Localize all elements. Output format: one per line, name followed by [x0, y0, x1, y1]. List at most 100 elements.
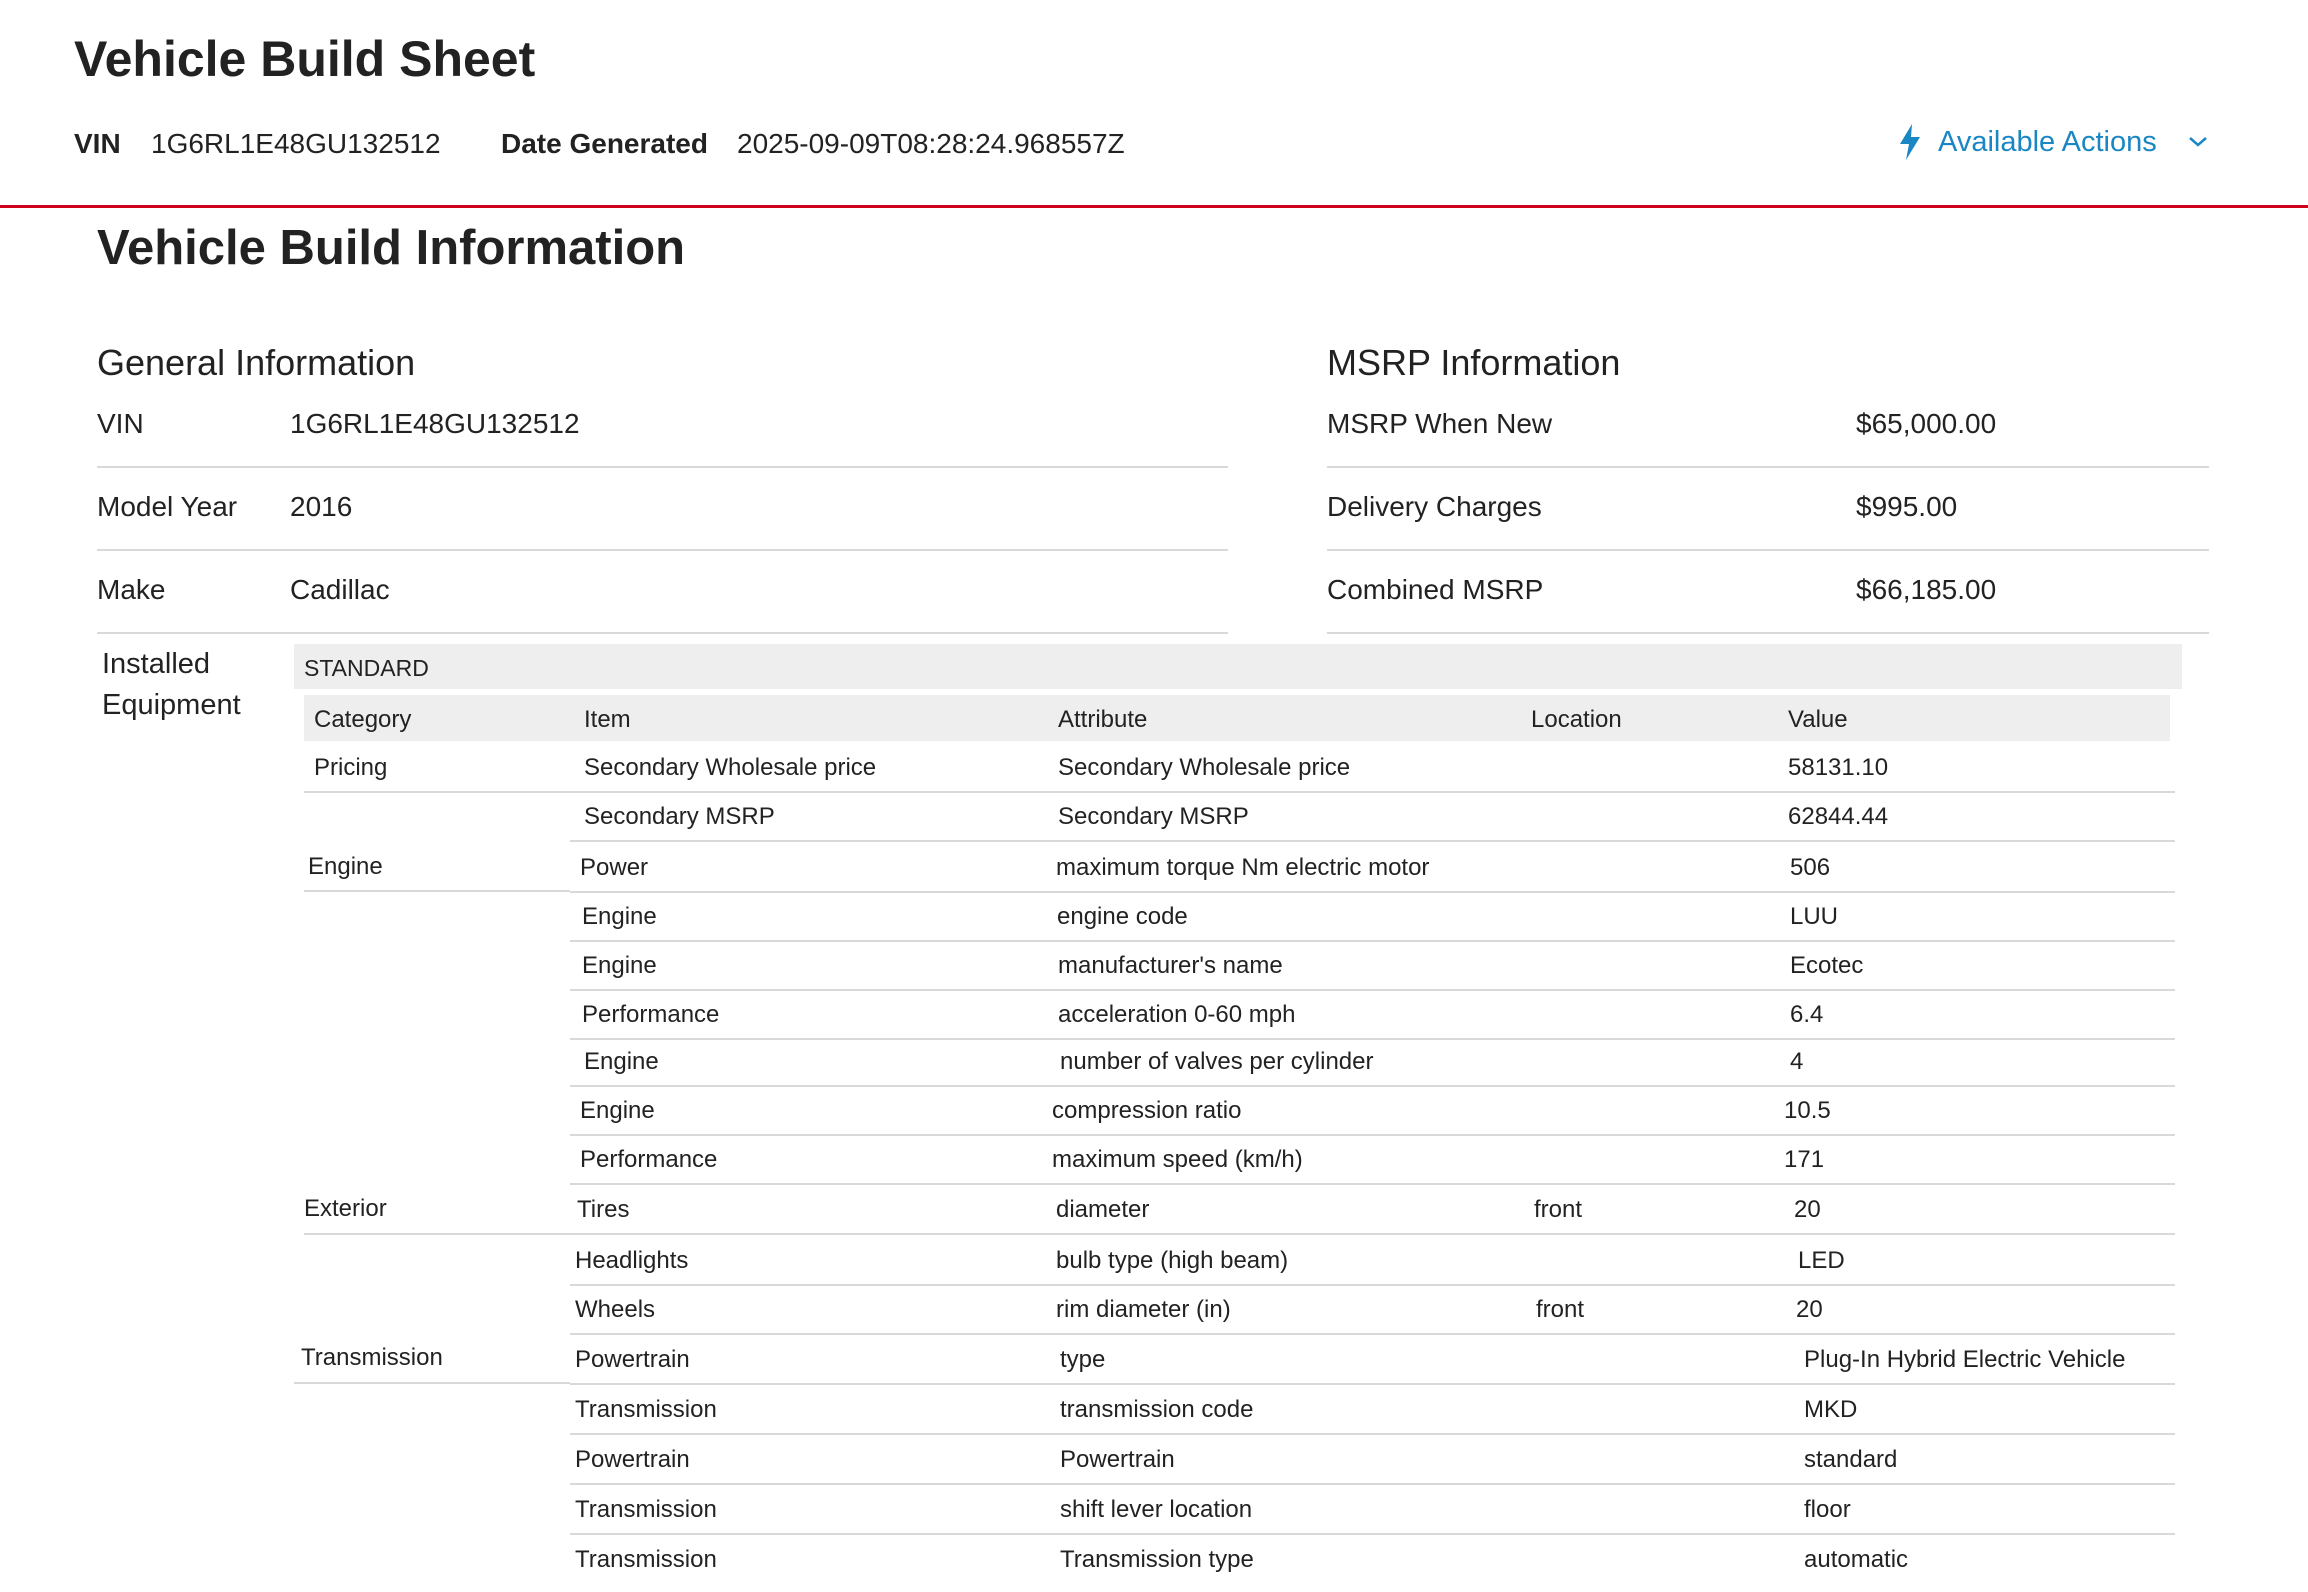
vin-label: VIN	[74, 128, 121, 159]
value-cell: 10.5	[1784, 1097, 1831, 1124]
table-row: Engine manufacturer's name Ecotec	[570, 940, 2175, 991]
msrp-label: Delivery Charges	[1327, 491, 1542, 522]
table-row: Powertrain type Plug-In Hybrid Electric …	[570, 1334, 2175, 1385]
value-cell: floor	[1804, 1496, 1851, 1523]
item-cell: Transmission	[575, 1496, 717, 1523]
available-actions-label: Available Actions	[1938, 125, 2157, 158]
value-cell: 4	[1790, 1048, 1804, 1075]
item-cell: Transmission	[575, 1396, 717, 1423]
lightning-bolt-icon	[1900, 124, 1920, 160]
value-cell: automatic	[1804, 1546, 1909, 1573]
value-cell: 20	[1796, 1296, 1823, 1323]
value-cell: 62844.44	[1788, 803, 1889, 830]
attribute-cell: manufacturer's name	[1058, 952, 1283, 979]
general-information-title: General Information	[97, 342, 416, 383]
item-cell: Powertrain	[575, 1446, 690, 1473]
table-row: Engine compression ratio 10.5	[570, 1085, 2175, 1136]
general-label: Model Year	[97, 491, 238, 522]
attribute-cell: Secondary MSRP	[1058, 803, 1249, 830]
attribute-cell: engine code	[1057, 903, 1188, 930]
general-row-vin: VIN 1G6RL1E48GU132512	[97, 384, 1228, 468]
date-generated-value: 2025-09-09T08:28:24.968557Z	[737, 128, 1125, 159]
attribute-cell: Secondary Wholesale price	[1058, 754, 1351, 781]
item-cell: Secondary Wholesale price	[584, 754, 877, 781]
table-row: Engine engine code LUU	[570, 891, 2175, 942]
chevron-down-icon	[2188, 137, 2207, 147]
table-row: Performance maximum speed (km/h) 171	[570, 1134, 2175, 1185]
value-cell: LUU	[1790, 903, 1839, 930]
attribute-cell: Powertrain	[1060, 1446, 1175, 1473]
attribute-cell: type	[1060, 1346, 1106, 1373]
table-row: Transmission transmission code MKD	[570, 1384, 2175, 1435]
table-row: Engine number of valves per cylinder 4	[570, 1036, 2175, 1087]
category-divider	[304, 1233, 570, 1235]
msrp-value: $995.00	[1856, 491, 1958, 522]
location-cell: front	[1534, 1196, 1583, 1223]
item-cell: Secondary MSRP	[584, 803, 775, 830]
table-row: Secondary Wholesale price Secondary Whol…	[570, 742, 2175, 793]
equipment-group-header: STANDARD	[294, 644, 2182, 689]
msrp-information-title: MSRP Information	[1327, 342, 1621, 383]
item-cell: Power	[580, 854, 649, 881]
installed-equipment-label: Installed Equipment	[102, 648, 241, 721]
category-label: Engine	[308, 853, 383, 880]
attribute-cell: Transmission type	[1060, 1546, 1254, 1573]
available-actions-button[interactable]: Available Actions	[1898, 122, 2209, 162]
item-cell: Tires	[577, 1196, 630, 1223]
value-cell: LED	[1798, 1247, 1845, 1274]
page-title: Vehicle Build Sheet	[74, 31, 536, 87]
category-divider	[294, 1382, 570, 1384]
attribute-cell: rim diameter (in)	[1056, 1296, 1231, 1323]
category-label: Transmission	[301, 1344, 443, 1371]
table-row: Headlights bulb type (high beam) LED	[570, 1235, 2175, 1286]
general-label: Make	[97, 574, 166, 605]
attribute-cell: transmission code	[1060, 1396, 1254, 1423]
table-row: Powertrain Powertrain standard	[570, 1434, 2175, 1485]
item-cell: Wheels	[575, 1296, 656, 1323]
general-label: VIN	[97, 408, 144, 439]
equipment-group-label: STANDARD	[304, 655, 429, 681]
header-divider	[0, 205, 2308, 208]
general-value: 2016	[290, 491, 353, 522]
category-divider	[304, 791, 570, 793]
msrp-value: $65,000.00	[1856, 408, 1997, 439]
item-cell: Engine	[582, 952, 657, 979]
vin-value: 1G6RL1E48GU132512	[151, 128, 441, 159]
column-header: Value	[1788, 706, 1848, 733]
value-cell: 506	[1790, 854, 1831, 881]
attribute-cell: acceleration 0-60 mph	[1058, 1001, 1296, 1028]
location-cell: front	[1536, 1296, 1585, 1323]
table-row: Tires diameter front 20	[570, 1184, 2175, 1235]
item-cell: Performance	[582, 1001, 720, 1028]
table-row: Transmission shift lever location floor	[570, 1484, 2175, 1535]
general-row-model-year: Model Year 2016	[97, 467, 1228, 551]
msrp-row-combined: Combined MSRP $66,185.00	[1327, 550, 2209, 634]
table-row: Transmission Transmission type automatic	[570, 1534, 2175, 1583]
item-cell: Engine	[582, 903, 657, 930]
item-cell: Engine	[580, 1097, 655, 1124]
date-generated-label: Date Generated	[501, 128, 708, 159]
category-label: Pricing	[314, 754, 388, 781]
column-header: Category	[314, 706, 412, 733]
value-cell: Plug-In Hybrid Electric Vehicle	[1804, 1346, 2126, 1373]
table-row: Wheels rim diameter (in) front 20	[570, 1284, 2175, 1335]
attribute-cell: number of valves per cylinder	[1060, 1048, 1374, 1075]
msrp-label: MSRP When New	[1327, 408, 1553, 439]
item-cell: Engine	[584, 1048, 659, 1075]
value-cell: standard	[1804, 1446, 1898, 1473]
attribute-cell: diameter	[1056, 1196, 1150, 1223]
value-cell: 6.4	[1790, 1001, 1824, 1028]
item-cell: Powertrain	[575, 1346, 690, 1373]
attribute-cell: bulb type (high beam)	[1056, 1247, 1289, 1274]
table-row: Performance acceleration 0-60 mph 6.4	[570, 989, 2175, 1040]
msrp-row-when-new: MSRP When New $65,000.00	[1327, 384, 2209, 468]
attribute-cell: maximum speed (km/h)	[1052, 1146, 1303, 1173]
item-cell: Transmission	[575, 1546, 717, 1573]
value-cell: MKD	[1804, 1396, 1858, 1423]
attribute-cell: compression ratio	[1052, 1097, 1242, 1124]
item-cell: Headlights	[575, 1247, 689, 1274]
section-title: Vehicle Build Information	[97, 221, 686, 275]
msrp-row-delivery: Delivery Charges $995.00	[1327, 467, 2209, 551]
msrp-value: $66,185.00	[1856, 574, 1997, 605]
category-label: Exterior	[304, 1195, 387, 1222]
